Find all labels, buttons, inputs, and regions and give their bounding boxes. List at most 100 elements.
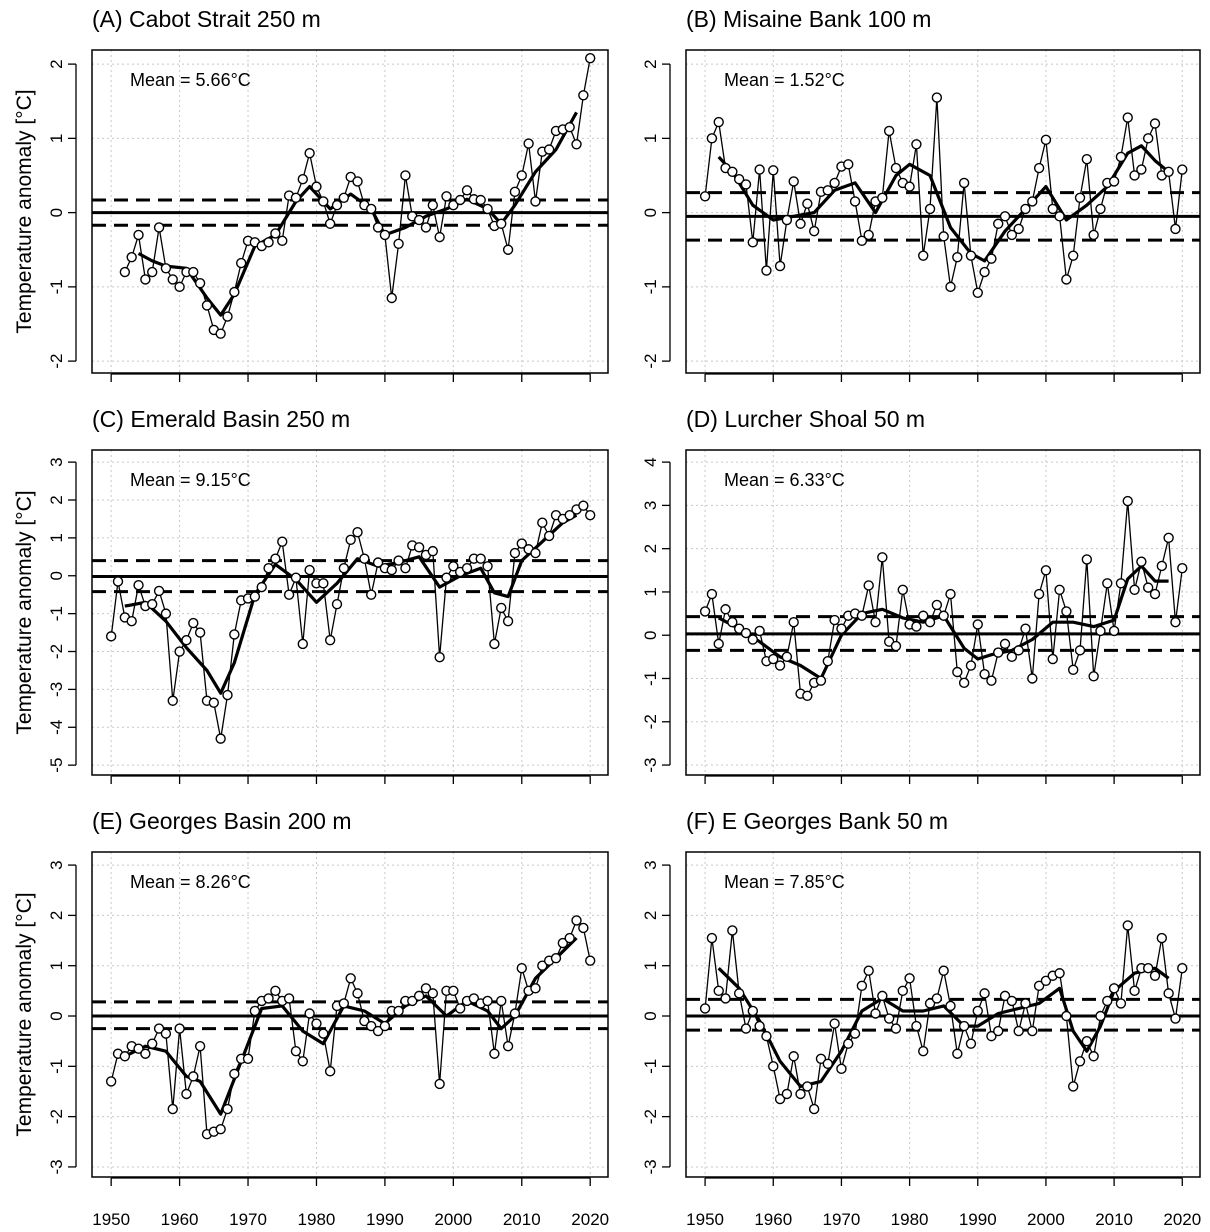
data-point — [699, 191, 711, 202]
x-tick-label: 1980 — [298, 1210, 336, 1229]
plot-frame — [685, 851, 1201, 1178]
y-tick-label: 2 — [47, 911, 66, 920]
data-point — [194, 627, 206, 638]
data-point — [290, 1046, 302, 1057]
data-point — [1006, 229, 1018, 241]
y-tick-label: 0 — [47, 571, 66, 580]
data-point — [1122, 920, 1133, 931]
data-point — [788, 617, 799, 628]
y-tick-label: -1 — [47, 1059, 66, 1074]
data-point — [713, 638, 724, 650]
mean-annotation: Mean = 7.85°C — [724, 872, 845, 892]
data-point — [1108, 625, 1120, 637]
data-point — [754, 625, 765, 637]
data-point — [979, 668, 990, 680]
data-point — [856, 980, 868, 992]
data-point — [1027, 196, 1038, 207]
data-point — [870, 1008, 881, 1019]
data-point — [1149, 970, 1161, 981]
x-tick-label: 1990 — [959, 1210, 997, 1229]
data-point — [993, 218, 1004, 229]
data-point — [530, 547, 541, 559]
data-point — [1088, 1051, 1099, 1062]
y-tick-label: 2 — [47, 495, 66, 504]
data-point — [883, 1013, 895, 1024]
y-tick-label: 3 — [641, 860, 660, 869]
y-tick-label: 3 — [47, 457, 66, 466]
data-point — [427, 988, 439, 999]
data-point — [1177, 164, 1188, 175]
data-point — [986, 675, 997, 686]
data-point — [352, 988, 363, 999]
data-point — [543, 530, 555, 542]
data-point — [706, 932, 718, 944]
y-tick-label: 0 — [641, 630, 660, 639]
data-point — [496, 602, 507, 614]
data-point — [215, 1124, 226, 1135]
data-point — [1156, 560, 1168, 572]
data-point — [836, 623, 847, 634]
data-point — [1095, 1010, 1106, 1022]
y-tick-label: -3 — [47, 682, 66, 697]
y-tick-label: 2 — [641, 59, 660, 68]
data-point — [822, 655, 833, 667]
data-point — [263, 562, 274, 574]
data-point — [856, 235, 868, 247]
data-point — [774, 1093, 786, 1105]
data-point — [740, 179, 752, 190]
data-point — [808, 225, 820, 237]
data-point — [945, 1000, 956, 1012]
data-point — [802, 690, 813, 702]
data-point — [578, 500, 589, 511]
data-point — [345, 973, 356, 984]
x-tick-label: 1990 — [366, 1210, 404, 1229]
data-point — [530, 983, 541, 994]
data-point — [372, 222, 384, 233]
mean-annotation: Mean = 9.15°C — [130, 470, 251, 490]
data-point — [849, 1028, 861, 1039]
data-point — [585, 509, 596, 521]
data-point — [1129, 985, 1140, 997]
data-point — [290, 192, 302, 203]
data-point — [918, 250, 929, 261]
data-point — [502, 1040, 514, 1052]
data-point — [448, 199, 459, 211]
data-point — [516, 538, 527, 549]
data-point — [781, 1088, 793, 1100]
data-point — [564, 932, 575, 944]
data-point — [1020, 623, 1031, 634]
data-point — [201, 300, 213, 311]
data-point — [461, 562, 473, 574]
data-point — [133, 1043, 144, 1054]
data-point — [1061, 1010, 1072, 1022]
data-point — [1040, 565, 1052, 576]
data-point — [1136, 164, 1147, 175]
y-tick-label: 3 — [641, 501, 660, 510]
plot-frame — [91, 49, 609, 374]
y-tick-label: 1 — [641, 134, 660, 143]
data-point — [1006, 995, 1018, 1007]
data-point — [174, 646, 185, 657]
data-point — [931, 92, 943, 103]
data-point — [1163, 532, 1174, 544]
data-point — [119, 266, 131, 278]
y-tick-label: 2 — [641, 911, 660, 920]
data-point — [256, 581, 267, 593]
data-point — [304, 148, 315, 159]
x-tick-label: 2020 — [1163, 1210, 1201, 1229]
y-tick-label: -2 — [641, 714, 660, 729]
data-point — [564, 122, 575, 133]
data-point — [311, 1018, 322, 1029]
data-point — [1013, 223, 1024, 235]
data-point — [222, 311, 233, 322]
data-point — [1027, 1025, 1038, 1037]
data-point — [502, 616, 514, 627]
data-point — [1170, 1013, 1181, 1024]
data-point — [924, 203, 936, 215]
data-point — [999, 211, 1011, 222]
data-point — [1142, 133, 1154, 144]
data-point — [843, 1038, 854, 1049]
data-point — [523, 138, 534, 149]
data-point — [1122, 112, 1133, 123]
data-point — [516, 963, 527, 974]
